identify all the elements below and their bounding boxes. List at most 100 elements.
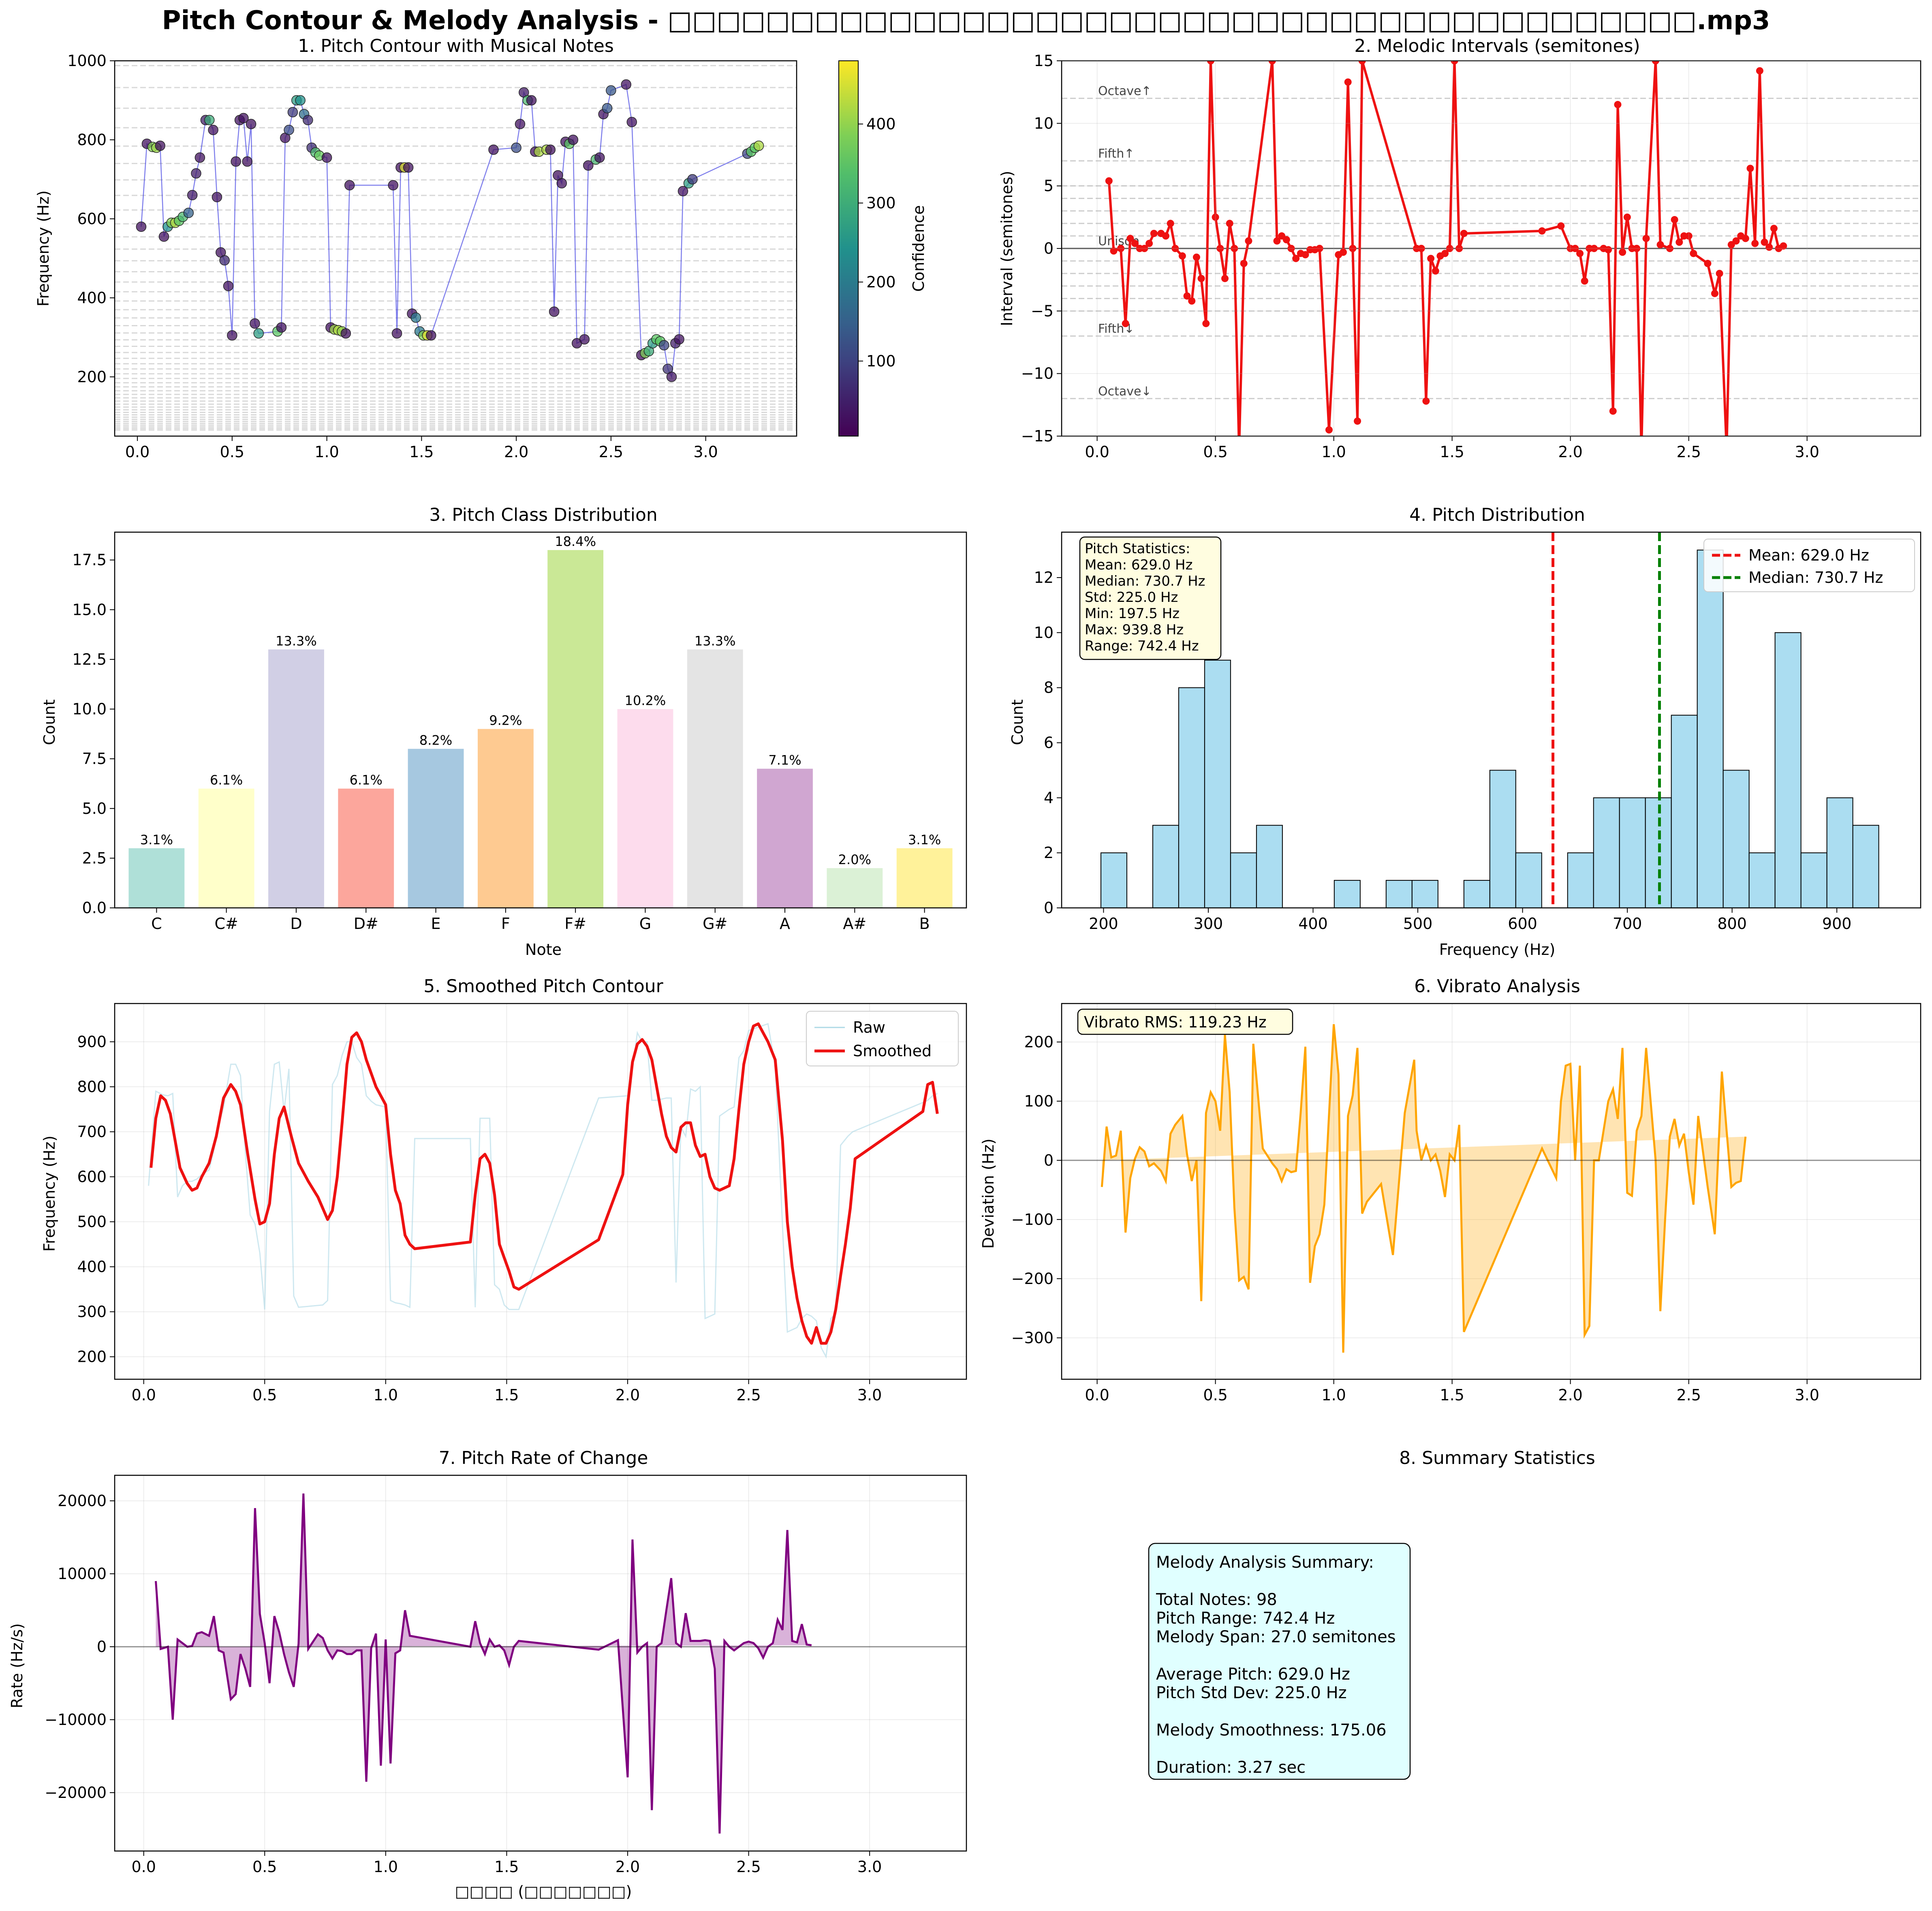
panel-vibrato: 6. Vibrato Analysis Deviation (Hz) 0.0 0.… — [979, 976, 1921, 1404]
interval-point — [1282, 236, 1290, 244]
histogram-bar — [1256, 825, 1283, 909]
y-tick-label: 200 — [1024, 1033, 1054, 1051]
interval-point — [1751, 240, 1759, 247]
panel-title: 8. Summary Statistics — [1399, 1448, 1595, 1468]
y-tick-label: 600 — [77, 1168, 107, 1186]
bar-percent-label: 7.1% — [768, 753, 801, 768]
histogram-bar — [1334, 880, 1361, 908]
y-tick-label: 12.5 — [72, 651, 107, 668]
pitch-point — [626, 117, 637, 127]
interval-line — [1107, 61, 1784, 436]
pitch-point — [677, 186, 688, 197]
x-tick-label: D# — [354, 915, 378, 933]
interval-point — [1316, 245, 1323, 252]
x-tick-label: 1.5 — [494, 1386, 519, 1404]
y-tick-label: 200 — [77, 368, 107, 386]
panel-pitch-class: 3. Pitch Class Distribution Count Note 0… — [41, 505, 967, 959]
interval-point — [1576, 250, 1584, 257]
x-tick-label: G# — [703, 915, 727, 933]
pitch-point — [753, 140, 764, 151]
interval-point — [1268, 61, 1276, 64]
x-axis-label: Note — [525, 941, 562, 959]
x-tick-label: 2.5 — [599, 443, 623, 461]
interval-point — [1273, 237, 1281, 245]
y-tick-label: 2.5 — [82, 849, 107, 867]
pitch-point — [158, 231, 169, 242]
interval-point — [1711, 290, 1718, 297]
x-tick-label: 800 — [1717, 915, 1747, 933]
x-tick-label: 0.0 — [1085, 443, 1109, 461]
y-tick-label: 2 — [1044, 844, 1054, 862]
pitch-point — [511, 142, 521, 153]
y-axis-label: Deviation (Hz) — [979, 1138, 997, 1249]
interval-point — [1302, 251, 1309, 259]
interval-point — [1427, 255, 1435, 262]
interval-point — [1141, 245, 1148, 252]
pitch-point — [208, 124, 218, 135]
pitch-point — [231, 156, 241, 167]
x-tick-label: 2.5 — [736, 1386, 761, 1404]
x-tick-label: 1.5 — [409, 443, 434, 461]
interval-point — [1207, 61, 1214, 64]
x-tick-label: 2.5 — [1676, 1386, 1701, 1404]
x-tick-label: 2.0 — [1558, 1386, 1582, 1404]
interval-point — [1349, 245, 1357, 252]
y-axis-label: Rate (Hz/s) — [8, 1623, 26, 1708]
pitch-point — [488, 144, 499, 155]
interval-point — [1590, 245, 1598, 252]
pitch-point — [246, 119, 256, 129]
colorbar-tick-label: 400 — [866, 115, 896, 133]
pitch-point — [403, 162, 414, 173]
interval-point — [1183, 292, 1191, 300]
interval-point — [1117, 245, 1125, 252]
vibrato-rms-label: Vibrato RMS: 119.23 Hz — [1084, 1013, 1267, 1031]
panel-rate-of-change: 7. Pitch Rate of Change Rate (Hz/s) □□□□… — [8, 1448, 967, 1900]
x-tick-label: 0.5 — [1203, 1386, 1227, 1404]
colorbar-scale — [838, 60, 859, 437]
summary-line: Melody Analysis Summary: — [1156, 1553, 1374, 1572]
legend-median-label: Median: 730.7 Hz — [1748, 569, 1883, 586]
pitch-point — [284, 124, 294, 135]
interval-point — [1188, 297, 1196, 305]
pitch-point — [568, 135, 579, 145]
interval-point — [1623, 213, 1631, 221]
bar-g-sharp — [687, 649, 743, 908]
pitch-point — [287, 107, 298, 118]
interval-point — [1193, 253, 1200, 261]
pitch-point — [219, 255, 230, 265]
bar-percent-label: 10.2% — [625, 693, 666, 708]
bar-g — [617, 709, 673, 908]
interval-point — [1455, 245, 1463, 252]
x-tick-label: 700 — [1613, 915, 1642, 933]
histogram-bar — [1593, 797, 1620, 909]
interval-point — [1358, 61, 1366, 64]
y-tick-label: −200 — [1011, 1270, 1054, 1288]
pitch-point — [276, 322, 287, 333]
interval-point — [1855, 0, 1863, 4]
histogram-bar — [1152, 825, 1179, 909]
x-tick-label: 500 — [1403, 915, 1433, 933]
pitch-point — [687, 174, 698, 185]
interval-point — [1446, 245, 1453, 252]
stats-line: Min: 197.5 Hz — [1085, 606, 1180, 622]
panel-title: 6. Vibrato Analysis — [1414, 976, 1580, 997]
panel-title: 2. Melodic Intervals (semitones) — [1354, 36, 1640, 56]
interval-point — [1422, 397, 1430, 405]
bar-percent-label: 18.4% — [555, 534, 596, 549]
interval-point — [1171, 245, 1179, 252]
x-tick-label: 1.5 — [1440, 1386, 1464, 1404]
interval-point — [1105, 177, 1113, 185]
bar-a — [757, 768, 813, 908]
summary-line: Average Pitch: 629.0 Hz — [1156, 1665, 1350, 1684]
bar-c-sharp — [198, 788, 254, 908]
pitch-point — [388, 180, 398, 190]
interval-point — [1245, 237, 1252, 245]
pitch-point — [621, 79, 631, 90]
stats-line: Std: 225.0 Hz — [1085, 589, 1178, 606]
pitch-point — [602, 103, 613, 113]
x-tick-label: 1.0 — [1321, 443, 1346, 461]
x-tick-label: 0.0 — [125, 443, 150, 461]
bar-f — [477, 729, 534, 908]
y-tick-label: 100 — [1024, 1092, 1054, 1110]
histogram-bar — [1671, 715, 1698, 908]
